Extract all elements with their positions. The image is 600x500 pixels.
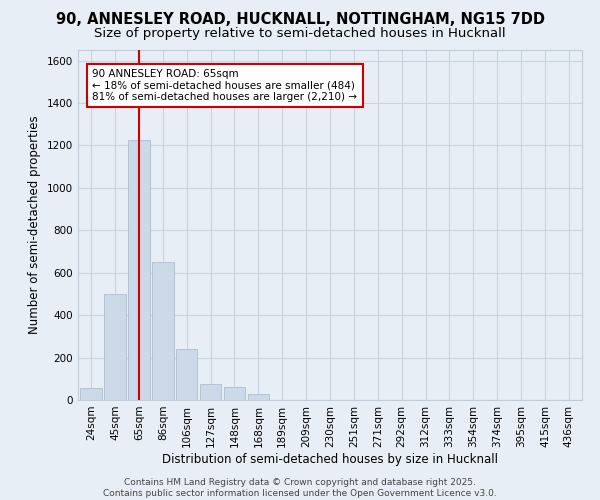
- Bar: [224, 388, 245, 400]
- Bar: [104, 294, 126, 400]
- Text: Size of property relative to semi-detached houses in Hucknall: Size of property relative to semi-detach…: [94, 28, 506, 40]
- Y-axis label: Number of semi-detached properties: Number of semi-detached properties: [28, 116, 41, 334]
- Bar: [200, 384, 221, 400]
- Text: 90 ANNESLEY ROAD: 65sqm
← 18% of semi-detached houses are smaller (484)
81% of s: 90 ANNESLEY ROAD: 65sqm ← 18% of semi-de…: [92, 69, 358, 102]
- Bar: [152, 262, 173, 400]
- Bar: [248, 394, 269, 400]
- Bar: [80, 388, 102, 400]
- Text: Contains HM Land Registry data © Crown copyright and database right 2025.
Contai: Contains HM Land Registry data © Crown c…: [103, 478, 497, 498]
- X-axis label: Distribution of semi-detached houses by size in Hucknall: Distribution of semi-detached houses by …: [162, 452, 498, 466]
- Bar: [128, 140, 149, 400]
- Text: 90, ANNESLEY ROAD, HUCKNALL, NOTTINGHAM, NG15 7DD: 90, ANNESLEY ROAD, HUCKNALL, NOTTINGHAM,…: [56, 12, 545, 28]
- Bar: [176, 349, 197, 400]
